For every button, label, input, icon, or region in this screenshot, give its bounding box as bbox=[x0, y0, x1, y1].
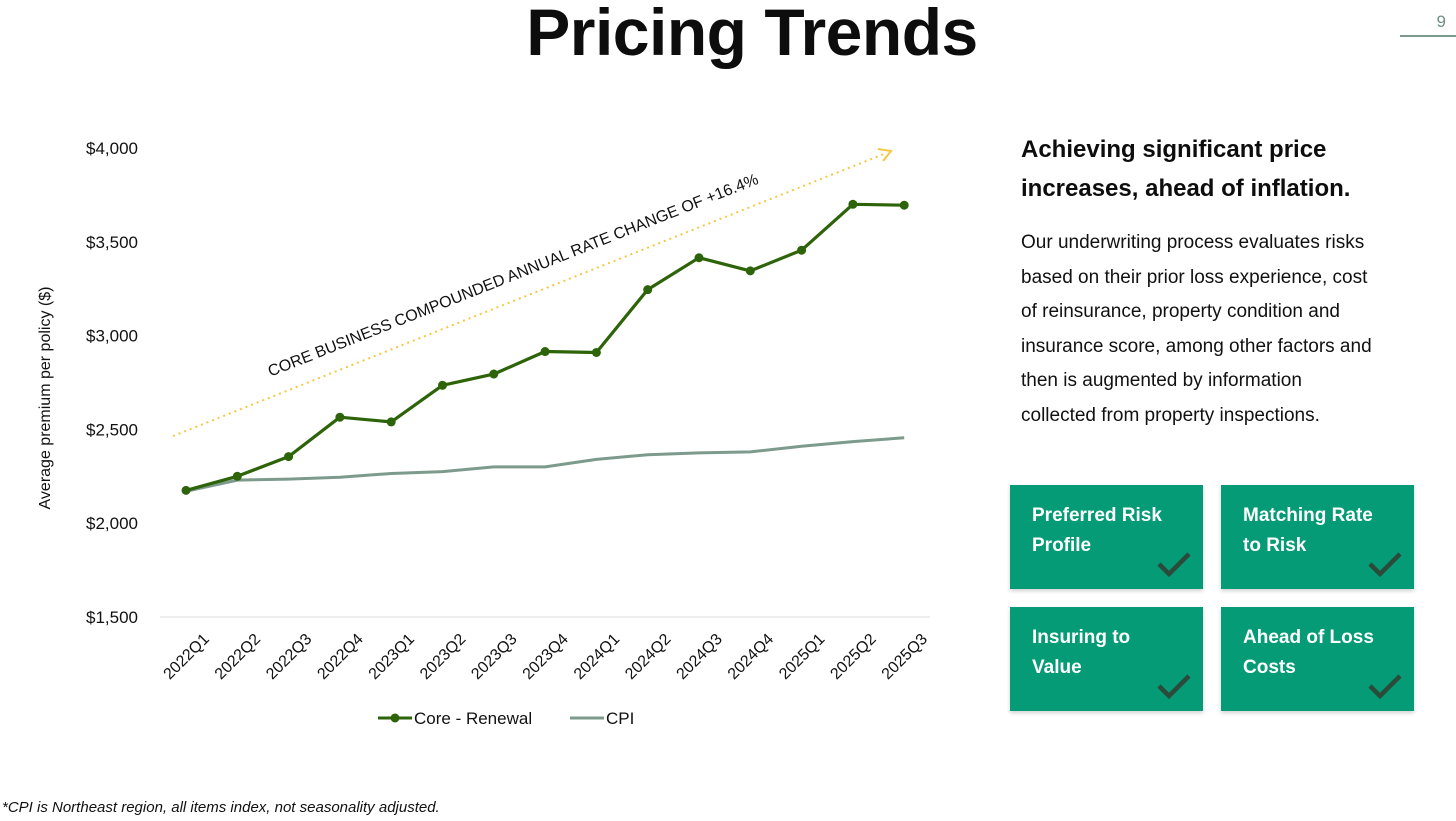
y-tick-label: $1,500 bbox=[86, 608, 138, 627]
card-label-line-2: to Risk bbox=[1243, 534, 1307, 556]
body-line-4: insurance score, among other factors and bbox=[1021, 335, 1372, 357]
page-title: Pricing Trends bbox=[526, 0, 978, 69]
card-label-line-1: Insuring to bbox=[1032, 627, 1131, 648]
data-point-core-renewal bbox=[848, 199, 858, 209]
card-label-line-1: Matching Rate bbox=[1243, 505, 1373, 526]
card-ahead-of-loss-costs: Ahead of Loss Costs bbox=[1221, 607, 1414, 711]
x-tick-label: 2022Q3 bbox=[263, 631, 315, 683]
body-line-2: based on their prior loss experience, co… bbox=[1021, 266, 1368, 288]
check-icon bbox=[1157, 552, 1191, 578]
data-point-core-renewal bbox=[181, 485, 191, 495]
footnote: *CPI is Northeast region, all items inde… bbox=[2, 799, 440, 816]
x-tick-label: 2025Q1 bbox=[776, 631, 828, 683]
body-line-5: then is augmented by information bbox=[1021, 370, 1302, 392]
x-tick-label: 2024Q2 bbox=[622, 631, 674, 683]
section-heading: Achieving significant price increases, a… bbox=[1021, 130, 1421, 208]
card-preferred-risk-profile: Preferred Risk Profile bbox=[1010, 485, 1203, 589]
data-point-core-renewal bbox=[386, 417, 396, 427]
card-label-line-2: Value bbox=[1032, 656, 1082, 678]
page-number-rule bbox=[1400, 35, 1456, 37]
heading-line-2: increases, ahead of inflation. bbox=[1021, 175, 1351, 202]
legend-label-cpi: CPI bbox=[606, 709, 634, 728]
data-point-core-renewal bbox=[438, 380, 447, 390]
x-axis-tick-labels: 2022Q1 2022Q2 2022Q3 2022Q4 2023Q1 2023Q2 2023… bbox=[161, 631, 932, 683]
data-point-core-renewal bbox=[797, 245, 807, 255]
check-icon bbox=[1368, 552, 1402, 578]
data-point-core-renewal bbox=[232, 471, 242, 481]
x-tick-label: 2023Q1 bbox=[366, 631, 418, 683]
legend-marker-core-renewal bbox=[390, 713, 400, 723]
y-tick-label: $2,500 bbox=[86, 420, 138, 439]
x-tick-label: 2024Q3 bbox=[674, 631, 726, 683]
y-tick-label: $2,000 bbox=[86, 514, 138, 533]
body-line-1: Our underwriting process evaluates risks bbox=[1021, 232, 1365, 253]
y-tick-label: $3,500 bbox=[86, 233, 138, 252]
legend-label-core-renewal: Core - Renewal bbox=[414, 709, 532, 728]
data-point-core-renewal bbox=[591, 347, 601, 357]
x-tick-label: 2022Q1 bbox=[161, 631, 213, 683]
trend-arrow-line bbox=[172, 153, 885, 437]
x-tick-label: 2022Q4 bbox=[314, 631, 366, 683]
check-icon bbox=[1157, 674, 1191, 700]
card-insuring-to-value: Insuring to Value bbox=[1010, 607, 1203, 711]
body-line-3: of reinsurance, property condition and bbox=[1021, 301, 1340, 323]
trend-arrowhead-icon bbox=[877, 148, 893, 162]
x-tick-label: 2022Q2 bbox=[212, 631, 264, 683]
trend-annotation-label: CORE BUSINESS COMPOUNDED ANNUAL RATE CHA… bbox=[266, 171, 761, 380]
card-label-line-1: Ahead of Loss bbox=[1243, 627, 1374, 648]
trend-annotation: CORE BUSINESS COMPOUNDED ANNUAL RATE CHA… bbox=[172, 148, 893, 437]
heading-line-1: Achieving significant price bbox=[1021, 136, 1327, 163]
data-point-core-renewal bbox=[335, 412, 345, 422]
y-axis-title: Average premium per policy ($) bbox=[37, 287, 54, 510]
data-point-core-renewal bbox=[643, 285, 653, 295]
x-tick-label: 2025Q2 bbox=[827, 631, 879, 683]
y-tick-label: $3,000 bbox=[86, 327, 138, 346]
data-point-core-renewal bbox=[284, 452, 294, 462]
card-label-line-2: Profile bbox=[1032, 534, 1092, 556]
data-point-core-renewal bbox=[745, 266, 755, 276]
pricing-line-chart: $1,500 $2,000 $2,500 $3,000 $3,500 $4,000 Ave… bbox=[37, 139, 932, 728]
x-tick-label: 2025Q3 bbox=[879, 631, 931, 683]
series-line-cpi bbox=[185, 436, 905, 493]
data-point-core-renewal bbox=[694, 253, 704, 263]
data-point-core-renewal bbox=[540, 347, 550, 357]
x-tick-label: 2024Q1 bbox=[571, 631, 623, 683]
data-point-core-renewal bbox=[899, 200, 909, 210]
x-tick-label: 2023Q4 bbox=[520, 631, 572, 683]
x-tick-label: 2023Q2 bbox=[417, 631, 469, 683]
page-number: 9 bbox=[1436, 12, 1446, 31]
x-tick-label: 2023Q3 bbox=[468, 631, 520, 683]
card-matching-rate-to-risk: Matching Rate to Risk bbox=[1221, 485, 1414, 589]
y-tick-label: $4,000 bbox=[86, 139, 138, 158]
x-tick-label: 2024Q4 bbox=[725, 631, 777, 683]
section-body: Our underwriting process evaluates risks… bbox=[1021, 226, 1421, 434]
card-label-line-1: Preferred Risk bbox=[1032, 505, 1162, 526]
y-axis-tick-labels: $1,500 $2,000 $2,500 $3,000 $3,500 $4,000 bbox=[86, 139, 138, 627]
check-icon bbox=[1368, 674, 1402, 700]
data-point-core-renewal bbox=[489, 369, 499, 379]
card-label-line-2: Costs bbox=[1243, 656, 1296, 678]
chart-legend: Core - Renewal CPI bbox=[378, 709, 634, 728]
body-line-6: collected from property inspections. bbox=[1021, 404, 1320, 426]
series-lines bbox=[181, 199, 909, 495]
